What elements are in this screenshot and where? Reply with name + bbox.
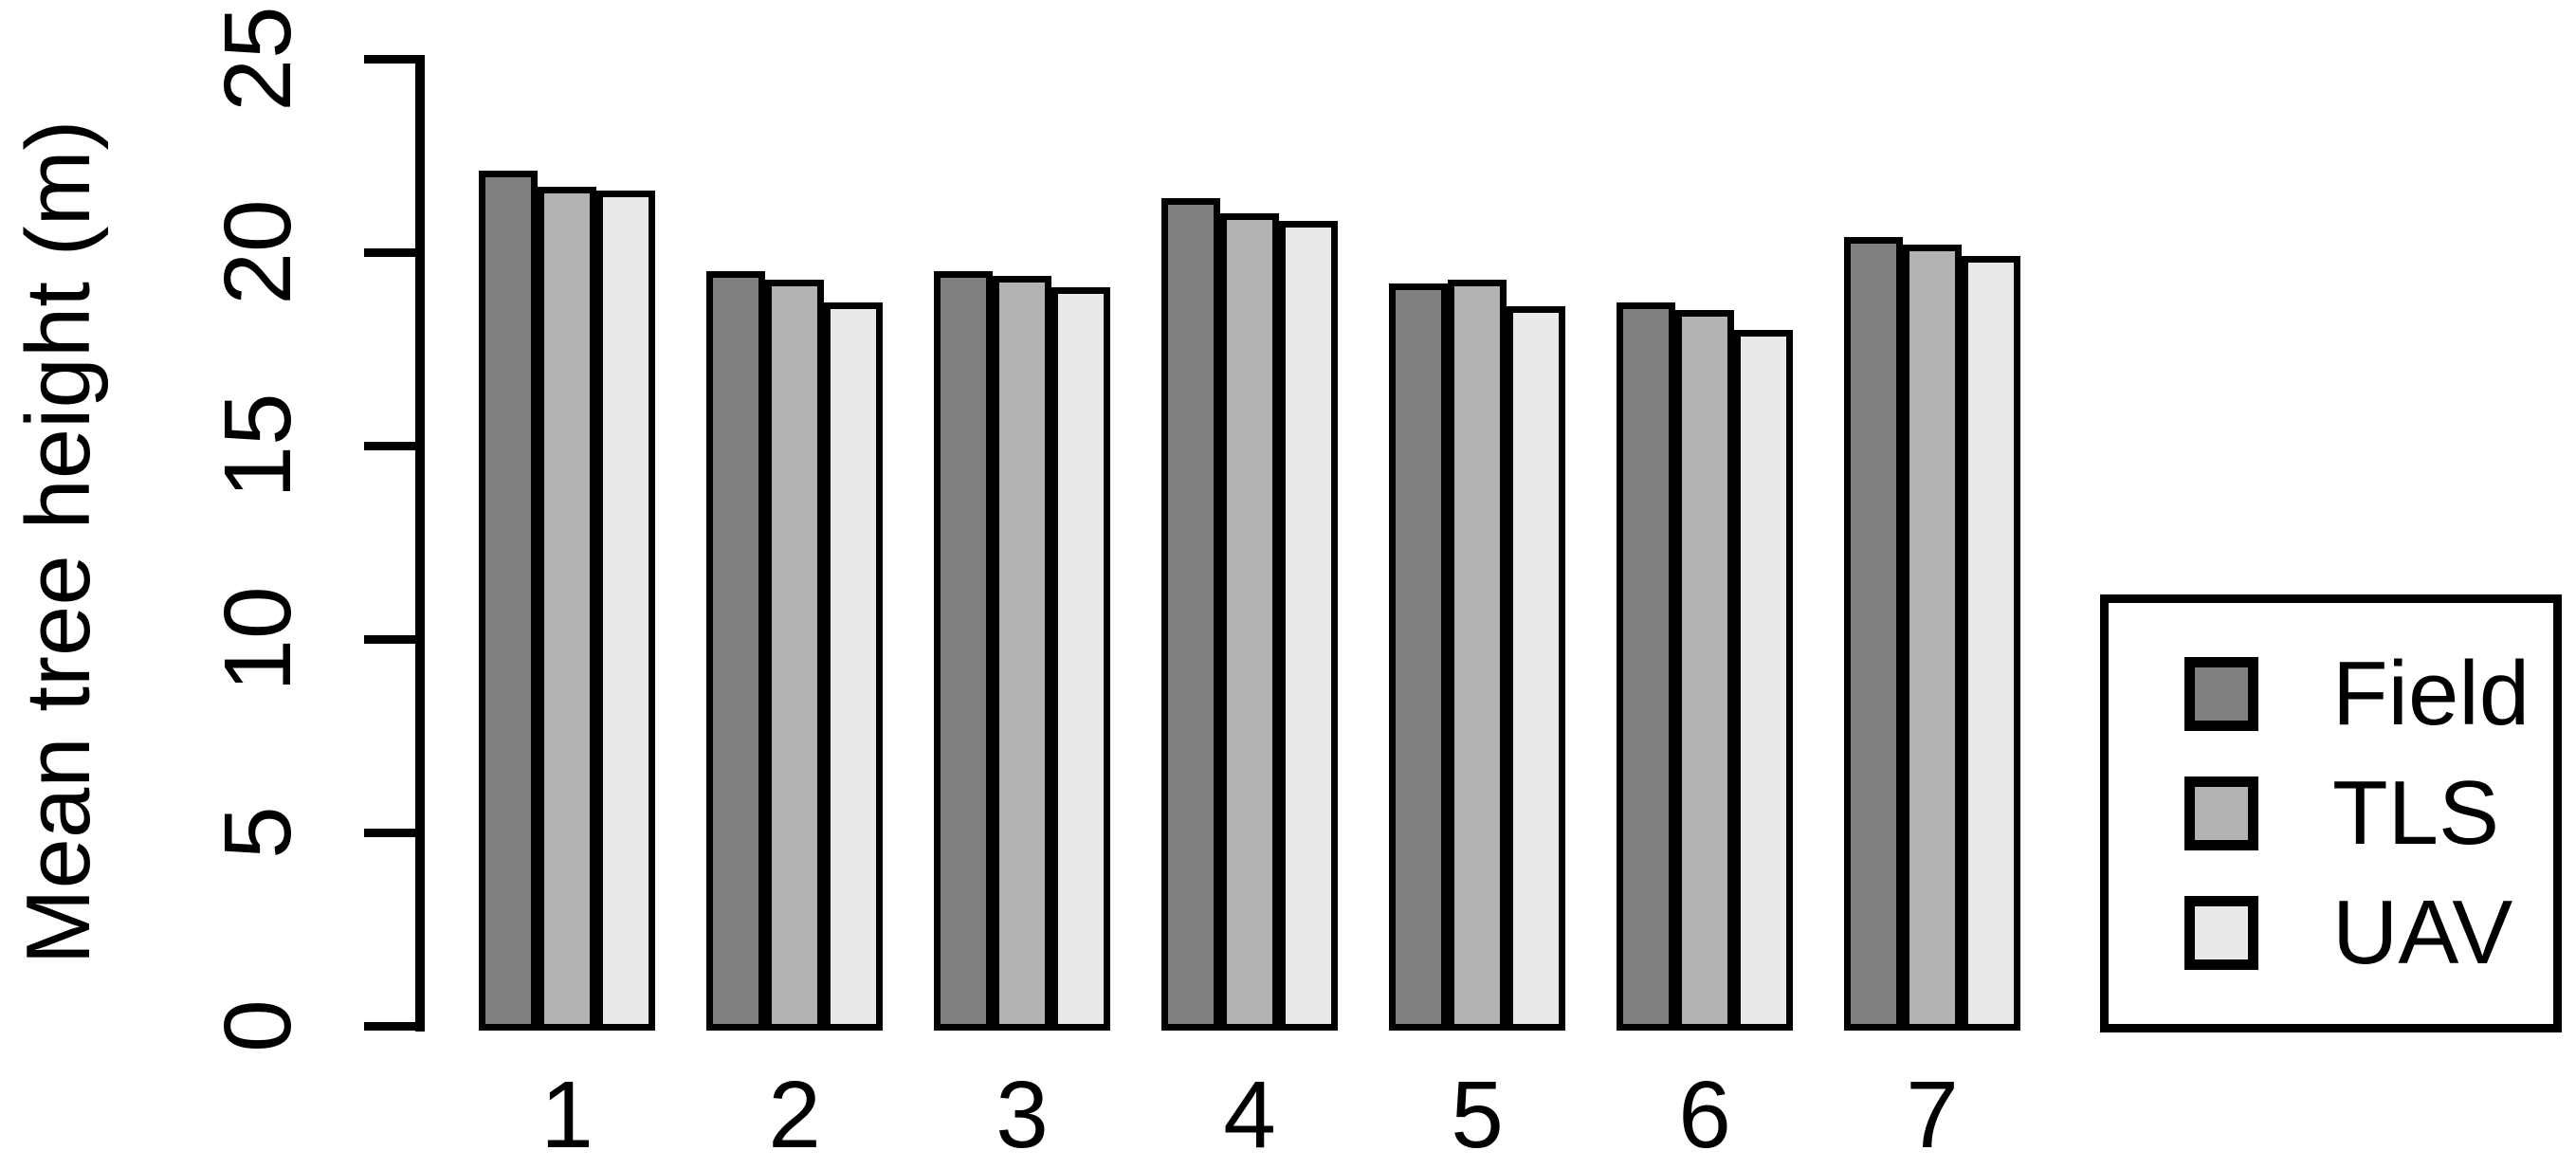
y-axis-tick-5 <box>364 828 421 837</box>
y-axis-tick-10 <box>364 634 421 644</box>
y-axis-tick-20 <box>364 247 421 257</box>
y-axis-tick-label-25: 25 <box>205 6 311 112</box>
y-axis-title: Mean tree height (m) <box>8 119 109 965</box>
bar-tls-group3 <box>993 275 1051 1031</box>
bar-field-group7 <box>1844 236 1903 1031</box>
legend-label-uav: UAV <box>2332 882 2513 983</box>
legend-row-tls: TLS <box>2184 768 2499 859</box>
bar-tls-group7 <box>1903 244 1962 1031</box>
bar-field-group5 <box>1389 283 1448 1031</box>
x-axis-label-2: 2 <box>768 1062 821 1168</box>
legend-label-tls: TLS <box>2332 762 2500 864</box>
bar-tls-group4 <box>1220 213 1279 1031</box>
x-axis-label-4: 4 <box>1223 1062 1276 1168</box>
y-axis-tick-label-5: 5 <box>205 806 311 859</box>
legend-swatch-tls <box>2184 776 2258 850</box>
y-axis-tick-label-0: 0 <box>205 999 311 1052</box>
y-axis-tick-label-10: 10 <box>205 586 311 692</box>
bar-uav-group6 <box>1734 329 1793 1031</box>
x-axis-label-7: 7 <box>1906 1062 1959 1168</box>
bar-field-group6 <box>1617 302 1675 1031</box>
x-axis-label-1: 1 <box>540 1062 594 1168</box>
bar-tls-group6 <box>1675 310 1734 1031</box>
bar-tls-group2 <box>765 279 824 1031</box>
bar-tls-group1 <box>538 186 596 1031</box>
y-axis-tick-label-20: 20 <box>205 199 311 305</box>
legend-row-uav: UAV <box>2184 887 2512 978</box>
legend-box: Field TLS UAV <box>2100 594 2562 1032</box>
y-axis-line <box>415 55 425 1032</box>
bar-uav-group3 <box>1051 286 1110 1031</box>
bar-field-group1 <box>479 171 538 1031</box>
y-axis-tick-25 <box>364 54 421 64</box>
x-axis-label-3: 3 <box>996 1062 1049 1168</box>
bar-uav-group7 <box>1962 256 2020 1031</box>
x-axis-label-6: 6 <box>1678 1062 1731 1168</box>
legend-swatch-field <box>2184 657 2258 731</box>
bar-uav-group1 <box>596 190 655 1031</box>
y-axis-tick-0 <box>364 1021 421 1031</box>
bar-uav-group4 <box>1279 221 1338 1031</box>
legend-swatch-uav <box>2184 896 2258 970</box>
legend-label-field: Field <box>2332 643 2530 744</box>
bar-field-group2 <box>706 271 765 1031</box>
y-axis-tick-label-15: 15 <box>205 393 311 499</box>
x-axis-label-5: 5 <box>1451 1062 1504 1168</box>
bar-tls-group5 <box>1448 279 1507 1031</box>
bar-field-group3 <box>934 271 993 1031</box>
bar-uav-group2 <box>824 302 883 1031</box>
y-axis-tick-15 <box>364 441 421 450</box>
legend-row-field: Field <box>2184 648 2530 740</box>
bar-field-group4 <box>1161 197 1220 1031</box>
bar-uav-group5 <box>1507 306 1565 1031</box>
